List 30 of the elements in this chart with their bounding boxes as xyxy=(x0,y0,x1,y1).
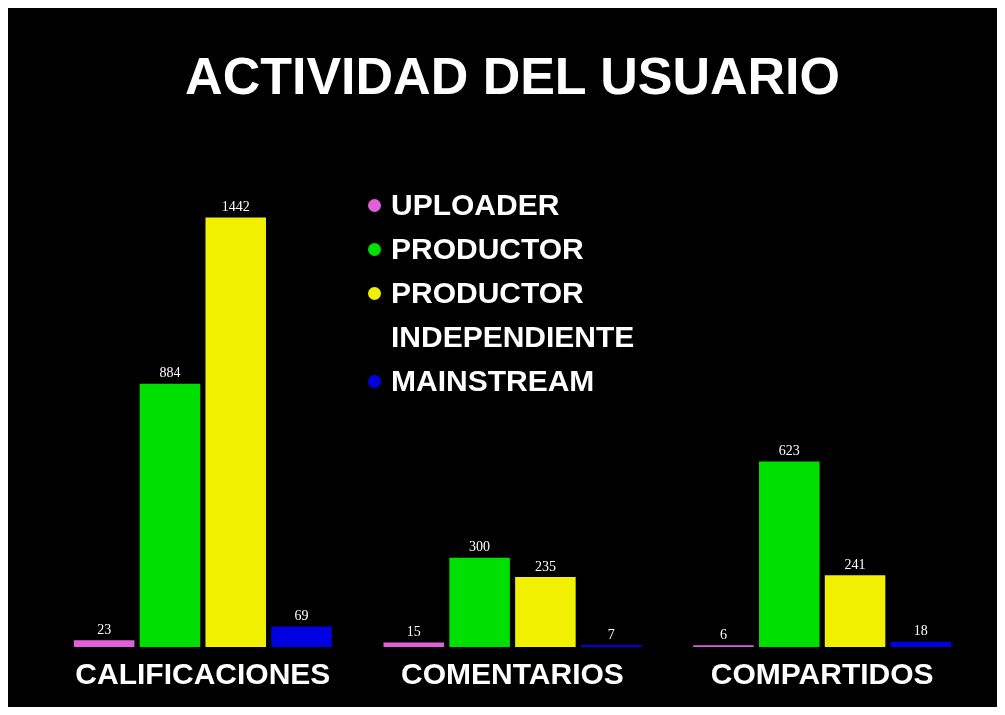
data-label: 241 xyxy=(844,556,866,572)
x-tick-label: COMENTARIOS xyxy=(401,657,624,691)
legend-label: PRODUCTOR xyxy=(391,231,584,267)
bar xyxy=(271,626,332,647)
bar xyxy=(759,461,820,647)
legend-label: MAINSTREAM xyxy=(391,363,595,399)
data-label: 884 xyxy=(159,365,181,381)
bar xyxy=(139,383,201,647)
data-label: 300 xyxy=(469,539,491,555)
data-label: 23 xyxy=(97,621,112,637)
bar xyxy=(449,557,510,647)
x-tick-label: COMPARTIDOS xyxy=(710,657,934,691)
legend-label: PRODUCTOR INDEPENDIENTE xyxy=(391,275,636,355)
data-label: 235 xyxy=(534,558,556,574)
legend-label: UPLOADER xyxy=(391,187,560,223)
bar xyxy=(515,577,576,647)
data-label: 7 xyxy=(607,626,615,642)
data-label: 15 xyxy=(406,624,421,640)
data-label: 623 xyxy=(778,443,800,459)
data-label: 69 xyxy=(294,608,309,624)
bar xyxy=(890,641,952,647)
bar xyxy=(580,644,642,647)
data-label: 18 xyxy=(913,623,928,639)
x-tick-label: CALIFICACIONES xyxy=(75,657,331,691)
bar xyxy=(205,217,267,647)
chart-title: ACTIVIDAD DEL USUARIO xyxy=(185,46,840,105)
bar xyxy=(73,640,135,647)
data-label: 1442 xyxy=(221,199,250,215)
data-label: 6 xyxy=(719,626,727,642)
bar xyxy=(824,575,886,647)
